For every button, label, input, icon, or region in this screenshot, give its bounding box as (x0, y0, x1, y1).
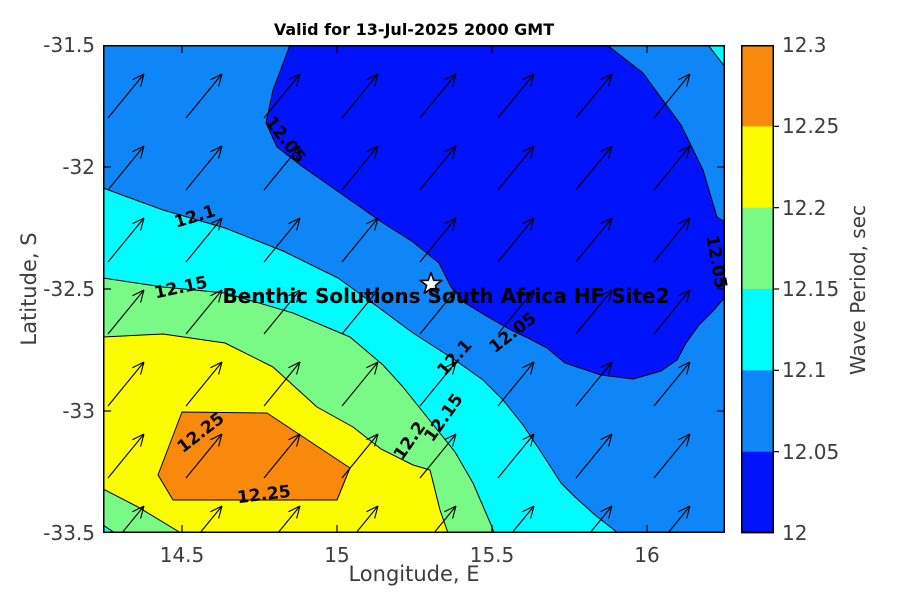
quiver-arrow (263, 289, 301, 335)
colorbar-band (741, 126, 774, 209)
colorbar (741, 45, 779, 534)
quiver-arrow (511, 505, 535, 533)
colorbar-band (741, 207, 774, 290)
quiver-arrow (107, 217, 145, 263)
quiver-arrow (419, 289, 457, 335)
quiver-arrow (433, 505, 457, 533)
quiver-arrow (575, 433, 613, 479)
contour-corner-band-cyan-sw (103, 524, 116, 533)
quiver-arrow (497, 145, 535, 191)
quiver-arrow (185, 217, 223, 263)
contour-corner-band-green-sw (103, 488, 182, 533)
quiver-arrow (575, 73, 613, 119)
quiver-arrow-field (107, 73, 691, 533)
colorbar-tick-label: 12.1 (782, 358, 827, 382)
quiver-arrow (185, 145, 223, 191)
quiver-arrow (263, 73, 301, 119)
quiver-arrow (419, 217, 457, 263)
quiver-arrow (497, 217, 535, 263)
quiver-arrow (185, 433, 223, 479)
x-tick-label: 15.5 (469, 543, 515, 567)
quiver-arrow (341, 361, 379, 407)
colorbar-tick-label: 12.05 (782, 440, 840, 464)
x-tick-label: 16 (634, 543, 660, 567)
colorbar-band (741, 289, 774, 371)
site-marker-label: Benthic Solutions South Africa HF Site2 (222, 284, 670, 308)
quiver-arrow (107, 73, 145, 119)
quiver-arrow (419, 73, 457, 119)
quiver-arrow (121, 505, 145, 533)
quiver-arrow (107, 433, 145, 479)
x-tick-label: 14.5 (159, 543, 205, 567)
colorbar-tick-label: 12.15 (782, 277, 840, 301)
quiver-arrow (263, 433, 301, 479)
chart-title: Valid for 13-Jul-2025 2000 GMT (273, 20, 555, 39)
quiver-arrow (653, 145, 691, 191)
quiver-arrow (185, 73, 223, 119)
quiver-arrow (419, 433, 457, 479)
colorbar-tick-label: 12.25 (782, 114, 840, 138)
quiver-arrow (497, 433, 535, 479)
contour-band-12.25-12.30-orange (157, 411, 351, 501)
quiver-arrow (107, 289, 145, 335)
colorbar-border (741, 45, 774, 533)
quiver-arrow (653, 433, 691, 479)
quiver-arrow (185, 361, 223, 407)
quiver-arrow (263, 217, 301, 263)
quiver-arrow (419, 361, 457, 407)
quiver-arrow (667, 505, 691, 533)
quiver-arrow (589, 505, 613, 533)
quiver-arrow (341, 73, 379, 119)
quiver-arrow (341, 145, 379, 191)
colorbar-band (741, 45, 774, 127)
quiver-arrow (341, 289, 379, 335)
quiver-arrow (199, 505, 223, 533)
quiver-arrow (497, 73, 535, 119)
y-tick-label: -31.5 (43, 33, 95, 57)
y-tick-label: -32 (62, 155, 95, 179)
site-star-icon (419, 271, 443, 295)
axes-border (103, 45, 725, 533)
quiver-arrow (263, 145, 301, 191)
quiver-arrow (575, 145, 613, 191)
quiver-arrow (341, 433, 379, 479)
colorbar-tick-label: 12.2 (782, 196, 827, 220)
colorbar-tick-label: 12 (782, 521, 808, 545)
quiver-arrow (277, 505, 301, 533)
quiver-arrow (263, 361, 301, 407)
colorbar-band (741, 370, 774, 453)
quiver-arrow (107, 361, 145, 407)
quiver-arrow (341, 217, 379, 263)
contour-corner-band-cyan-ne (707, 45, 725, 68)
quiver-arrow (497, 361, 535, 407)
quiver-arrow (185, 289, 223, 335)
quiver-arrow (653, 217, 691, 263)
quiver-arrow (575, 217, 613, 263)
y-tick-label: -32.5 (43, 277, 95, 301)
quiver-arrow (575, 289, 613, 335)
quiver-arrow (355, 505, 379, 533)
contour-map-svg (103, 45, 725, 533)
colorbar-tick-label: 12.3 (782, 33, 827, 57)
quiver-arrow (653, 361, 691, 407)
x-tick-label: 15 (324, 543, 350, 567)
quiver-arrow (575, 361, 613, 407)
quiver-arrow (497, 289, 535, 335)
quiver-arrow (419, 145, 457, 191)
y-tick-label: -33 (62, 399, 95, 423)
quiver-arrow (653, 289, 691, 335)
contour-map-plot-area: 12.05 12.1 12.15 12.25 12.25 12.2 12.15 12.1 12.… (103, 45, 731, 533)
colorbar-band (741, 451, 774, 534)
x-axis-label: Longitude, E (348, 562, 480, 586)
y-tick-label: -33.5 (43, 521, 95, 545)
quiver-arrow (107, 145, 145, 191)
quiver-arrow (653, 73, 691, 119)
